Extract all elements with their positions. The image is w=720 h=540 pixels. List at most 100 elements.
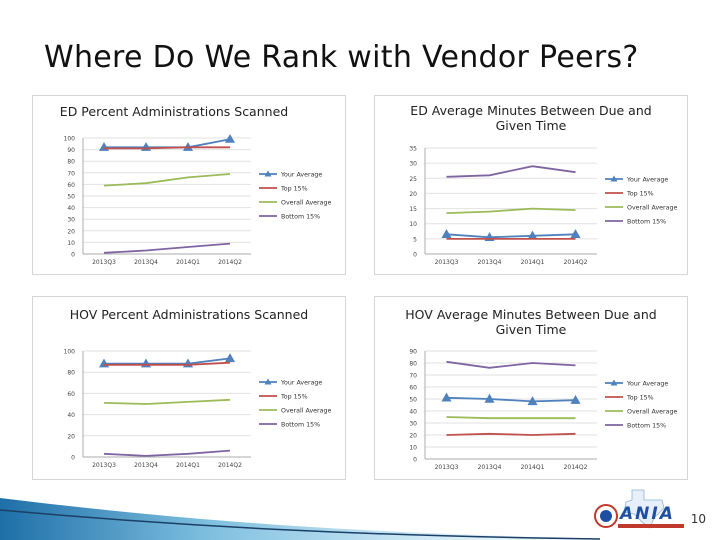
chart-title: ED Average Minutes Between Due and Given… bbox=[410, 103, 652, 133]
y-tick-label: 100 bbox=[64, 136, 76, 143]
y-tick-label: 70 bbox=[67, 170, 75, 177]
y-tick-label: 40 bbox=[67, 205, 75, 212]
legend-label: Bottom 15% bbox=[281, 214, 320, 221]
slide-number: 10 bbox=[690, 512, 706, 526]
data-point-marker bbox=[224, 133, 236, 143]
y-tick-label: 20 bbox=[67, 433, 75, 440]
chart-title: HOV Average Minutes Between Due and Give… bbox=[405, 307, 657, 337]
series-line-1 bbox=[446, 233, 576, 239]
legend-label: Top 15% bbox=[280, 186, 308, 193]
x-tick-label: 2013Q3 bbox=[92, 259, 116, 266]
y-tick-label: 50 bbox=[67, 194, 75, 201]
x-tick-label: 2014Q2 bbox=[218, 259, 242, 266]
chart-plot: 0 20 40 60 80 100 2013Q3 2013Q4 2014Q1 2014Q2 Your… bbox=[64, 349, 332, 470]
chart-title: HOV Percent Administrations Scanned bbox=[69, 307, 309, 322]
data-point-marker bbox=[570, 229, 581, 238]
x-tick-label: 2014Q1 bbox=[176, 462, 200, 469]
y-tick-label: 15 bbox=[409, 206, 417, 213]
legend-label: Overall Average bbox=[627, 409, 677, 416]
series-line-3 bbox=[446, 416, 576, 420]
series-line-3 bbox=[103, 173, 231, 187]
legend-label: Overall Average bbox=[281, 408, 331, 415]
x-tick-label: 2013Q4 bbox=[134, 462, 158, 469]
legend-label: Your Average bbox=[280, 380, 322, 387]
x-tick-label: 2014Q1 bbox=[176, 259, 200, 266]
y-tick-label: 70 bbox=[409, 373, 417, 380]
series-line-3 bbox=[446, 207, 576, 214]
data-point-marker bbox=[441, 392, 452, 402]
series-line-4 bbox=[103, 242, 231, 254]
legend-label: Overall Average bbox=[281, 200, 331, 207]
series-line-3 bbox=[103, 398, 231, 405]
x-tick-label: 2014Q1 bbox=[521, 259, 545, 266]
y-tick-label: 60 bbox=[67, 391, 75, 398]
data-point-marker bbox=[570, 394, 581, 404]
chart-panel-ed-average-minutes: ED Average Minutes Between Due and Given… bbox=[374, 95, 688, 275]
series-line-1 bbox=[104, 138, 231, 149]
y-tick-label: 30 bbox=[67, 217, 75, 224]
data-point-marker bbox=[224, 353, 236, 363]
legend-marker bbox=[610, 175, 618, 182]
y-tick-label: 0 bbox=[71, 252, 75, 259]
y-tick-label: 25 bbox=[409, 176, 417, 183]
y-tick-label: 30 bbox=[409, 161, 417, 168]
y-tick-label: 90 bbox=[409, 349, 417, 356]
series-line-4 bbox=[446, 165, 576, 178]
y-tick-label: 90 bbox=[67, 147, 75, 154]
slide-title: Where Do We Rank with Vendor Peers? bbox=[44, 40, 639, 75]
x-tick-label: 2013Q3 bbox=[435, 259, 459, 266]
legend-label: Your Average bbox=[280, 172, 322, 179]
y-tick-label: 10 bbox=[67, 240, 75, 247]
chart-panel-hov-average-minutes: HOV Average Minutes Between Due and Give… bbox=[374, 296, 688, 480]
x-tick-label: 2014Q1 bbox=[521, 464, 545, 471]
legend-label: Your Average bbox=[626, 177, 668, 184]
legend-label: Bottom 15% bbox=[281, 422, 320, 429]
y-tick-label: 20 bbox=[67, 228, 75, 235]
x-tick-label: 2013Q4 bbox=[134, 259, 158, 266]
series-line-1 bbox=[104, 357, 231, 365]
y-tick-label: 10 bbox=[409, 445, 417, 452]
chart-panel-hov-percent-scanned: HOV Percent Administrations Scanned 0 20 4… bbox=[32, 296, 346, 480]
y-tick-label: 40 bbox=[409, 409, 417, 416]
chart-plot: 0 5 10 15 20 25 30 35 2013Q3 2013Q4 2014Q1 2014Q2 Yo… bbox=[409, 146, 677, 267]
y-tick-label: 20 bbox=[409, 191, 417, 198]
data-point-marker bbox=[441, 229, 452, 238]
logo-wordmark: ANIA bbox=[620, 504, 675, 524]
legend-marker bbox=[264, 378, 272, 385]
legend-label: Top 15% bbox=[626, 191, 654, 198]
series-line-2 bbox=[104, 146, 230, 150]
y-tick-label: 80 bbox=[67, 370, 75, 377]
legend-label: Top 15% bbox=[280, 394, 308, 401]
series-line-2 bbox=[104, 361, 231, 366]
legend-label: Overall Average bbox=[627, 205, 677, 212]
data-point-marker bbox=[527, 396, 538, 406]
legend-label: Top 15% bbox=[626, 395, 654, 402]
y-tick-label: 80 bbox=[409, 361, 417, 368]
chart-title: ED Percent Administrations Scanned bbox=[59, 104, 289, 119]
series-line-2 bbox=[446, 432, 576, 436]
series-line-4 bbox=[103, 449, 231, 457]
legend-marker bbox=[610, 379, 618, 386]
x-tick-label: 2013Q4 bbox=[478, 259, 502, 266]
data-point-marker bbox=[484, 393, 495, 403]
y-tick-label: 100 bbox=[64, 349, 76, 356]
y-tick-label: 30 bbox=[409, 421, 417, 428]
y-tick-label: 50 bbox=[409, 397, 417, 404]
y-tick-label: 60 bbox=[67, 182, 75, 189]
y-tick-label: 35 bbox=[409, 146, 417, 153]
y-tick-label: 5 bbox=[413, 236, 417, 243]
legend-marker bbox=[264, 170, 272, 177]
logo: ANIA bbox=[592, 488, 688, 530]
y-tick-label: 60 bbox=[409, 385, 417, 392]
y-tick-label: 10 bbox=[409, 221, 417, 228]
y-tick-label: 80 bbox=[67, 159, 75, 166]
legend-label: Your Average bbox=[626, 381, 668, 388]
x-tick-label: 2013Q3 bbox=[435, 464, 459, 471]
chart-plot: 0 10 20 30 40 50 60 70 80 90 100 2013Q3 2013Q4 2014Q1… bbox=[64, 133, 331, 266]
chart-plot: 0 10 20 30 40 50 60 70 80 90 2013Q3 2013Q4 2014Q1 201… bbox=[409, 349, 677, 472]
y-tick-label: 20 bbox=[409, 433, 417, 440]
x-tick-label: 2013Q3 bbox=[92, 462, 116, 469]
series-line-1 bbox=[446, 396, 576, 403]
y-tick-label: 0 bbox=[413, 457, 417, 464]
x-tick-label: 2013Q4 bbox=[478, 464, 502, 471]
